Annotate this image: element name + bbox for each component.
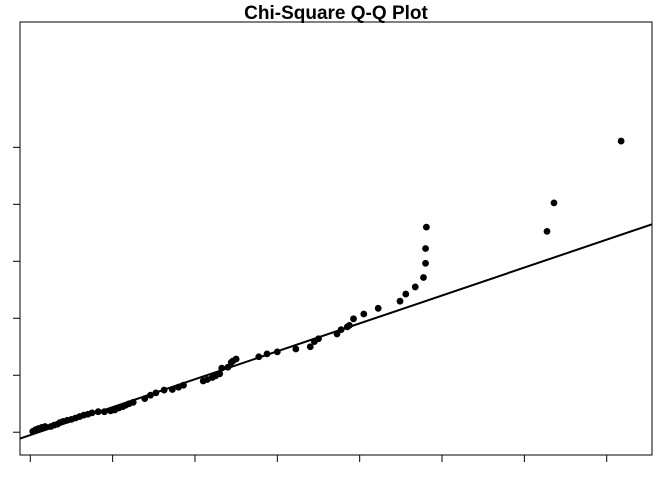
data-point <box>617 137 625 145</box>
data-points <box>29 137 625 435</box>
data-point <box>101 408 108 416</box>
data-point <box>350 315 357 323</box>
data-point <box>41 423 49 430</box>
chart-title: Chi-Square Q-Q Plot <box>244 3 428 24</box>
data-point <box>333 330 341 338</box>
data-point <box>411 283 419 291</box>
data-point <box>88 409 96 417</box>
y-axis <box>13 146 20 433</box>
data-point <box>315 335 322 343</box>
data-point <box>422 223 430 231</box>
data-point <box>273 348 281 356</box>
data-point <box>345 321 353 329</box>
data-point <box>550 199 558 207</box>
data-point <box>292 345 300 353</box>
data-point <box>306 343 314 351</box>
data-point <box>218 364 226 372</box>
data-point <box>216 370 224 378</box>
data-point <box>402 290 410 298</box>
data-point <box>422 245 429 252</box>
data-point <box>168 386 176 393</box>
data-point <box>180 381 187 389</box>
data-point <box>422 259 429 267</box>
data-point <box>152 389 160 397</box>
data-point <box>94 408 102 416</box>
data-point <box>543 227 551 235</box>
data-point <box>360 310 368 318</box>
data-point <box>147 391 154 399</box>
plot-frame <box>19 21 653 456</box>
data-point <box>129 398 137 406</box>
data-point <box>396 297 404 305</box>
data-point <box>141 395 149 402</box>
data-point <box>337 326 345 334</box>
data-point <box>420 274 427 281</box>
data-point <box>374 304 382 312</box>
data-point <box>232 355 240 363</box>
data-point <box>224 363 232 371</box>
data-point <box>263 350 271 358</box>
x-axis <box>29 455 608 462</box>
data-point <box>255 353 263 361</box>
data-point <box>160 386 168 394</box>
